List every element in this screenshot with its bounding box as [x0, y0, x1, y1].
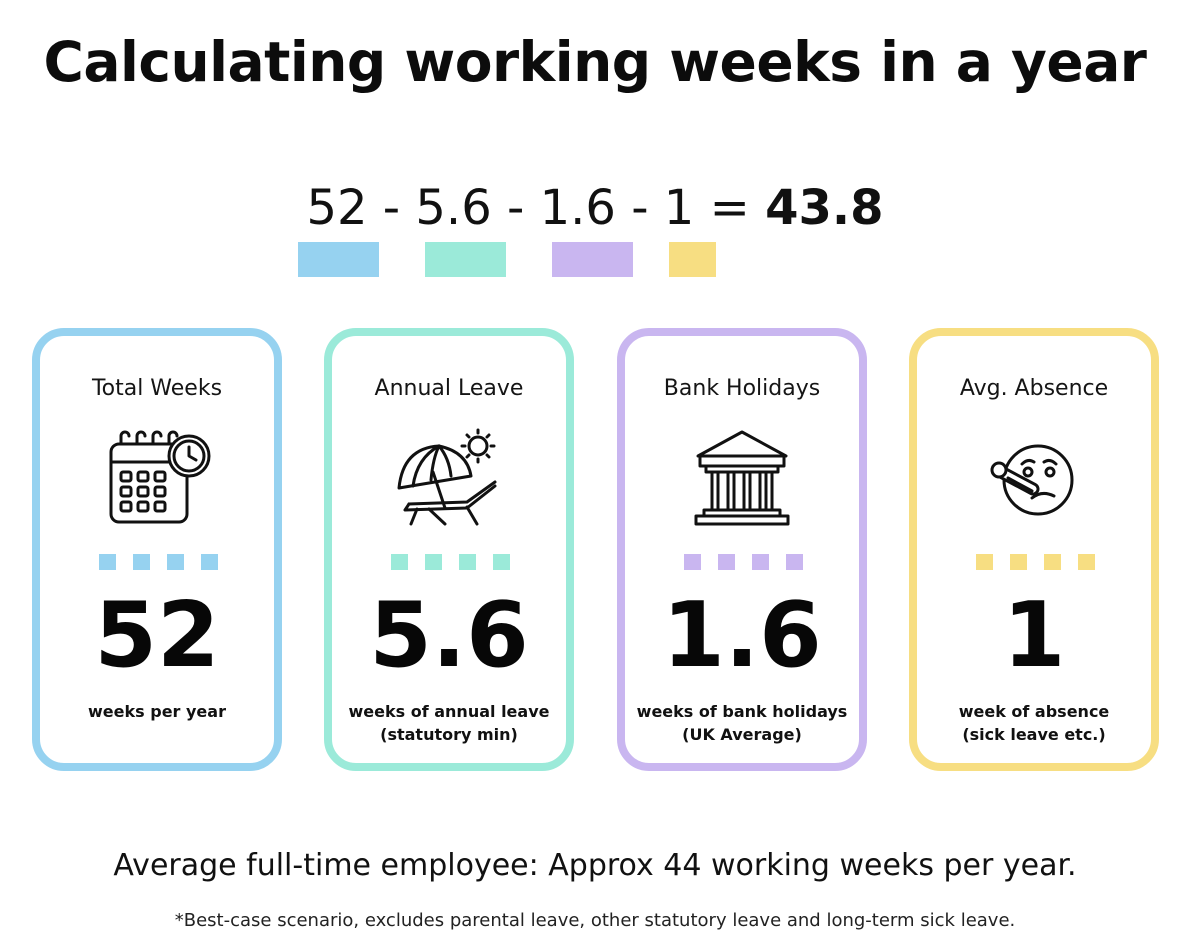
equation: 52 - 5.6 - 1.6 - 1 = 43.8: [0, 180, 1190, 236]
card-description-line: weeks of bank holidays: [636, 702, 848, 721]
card-label: Avg. Absence: [959, 376, 1109, 401]
equation-swatch-blue: [298, 242, 379, 277]
equation-minus-sign: -: [507, 180, 525, 236]
card-label: Total Weeks: [91, 376, 223, 401]
card-description: week of absence (sick leave etc.): [917, 700, 1151, 746]
card-value: 1.6: [662, 583, 822, 688]
equation-swatch-teal: [425, 242, 506, 277]
equation-minus-sign: -: [631, 180, 649, 236]
card-description-line: weeks of annual leave: [348, 702, 550, 721]
card-value: 52: [94, 583, 220, 688]
equation-equals-sign: =: [709, 180, 750, 236]
page-title: Calculating working weeks in a year: [43, 30, 1147, 94]
card-description: weeks of annual leave (statutory min): [332, 700, 566, 746]
card-label: Bank Holidays: [663, 376, 821, 401]
equation-term-annual-leave: 5.6: [415, 180, 492, 236]
card-value: 5.6: [369, 583, 529, 688]
card-annual-leave: Annual Leave 5.6: [324, 328, 574, 771]
card-description-line: week of absence: [958, 702, 1110, 721]
bank-building-icon: [682, 428, 802, 534]
footnote-text: *Best-case scenario, excludes parental l…: [174, 910, 1016, 931]
card-value: 1: [1002, 583, 1066, 688]
equation-result: 43.8: [765, 180, 884, 236]
calendar-clock-icon: [97, 428, 217, 534]
card-bank-holidays: Bank Holidays 1.6 weeks of bank holidays…: [617, 328, 867, 771]
color-dots: [389, 554, 510, 570]
summary-text: Average full-time employee: Approx 44 wo…: [113, 848, 1077, 883]
equation-term-absence: 1: [663, 180, 695, 236]
card-description-line: weeks per year: [88, 702, 226, 721]
color-dots: [974, 554, 1095, 570]
card-description: weeks of bank holidays (UK Average): [625, 700, 859, 746]
equation-term-bank-holidays: 1.6: [539, 180, 616, 236]
beach-umbrella-lounger-icon: [389, 428, 509, 534]
card-description-line: (sick leave etc.): [962, 725, 1106, 744]
card-description-line: (statutory min): [380, 725, 518, 744]
card-avg-absence: Avg. Absence 1 week of absence (sick lea…: [909, 328, 1159, 771]
sick-face-thermometer-icon: [974, 428, 1094, 534]
equation-swatch-purple: [552, 242, 633, 277]
equation-minus-sign: -: [382, 180, 401, 236]
card-label: Annual Leave: [374, 376, 524, 401]
card-total-weeks: Total Weeks 52 weeks pe: [32, 328, 282, 771]
color-dots: [97, 554, 218, 570]
equation-term-total-weeks: 52: [306, 180, 368, 236]
color-dots: [682, 554, 803, 570]
card-description: weeks per year: [40, 700, 274, 723]
equation-swatch-yellow: [669, 242, 716, 277]
card-description-line: (UK Average): [682, 725, 802, 744]
